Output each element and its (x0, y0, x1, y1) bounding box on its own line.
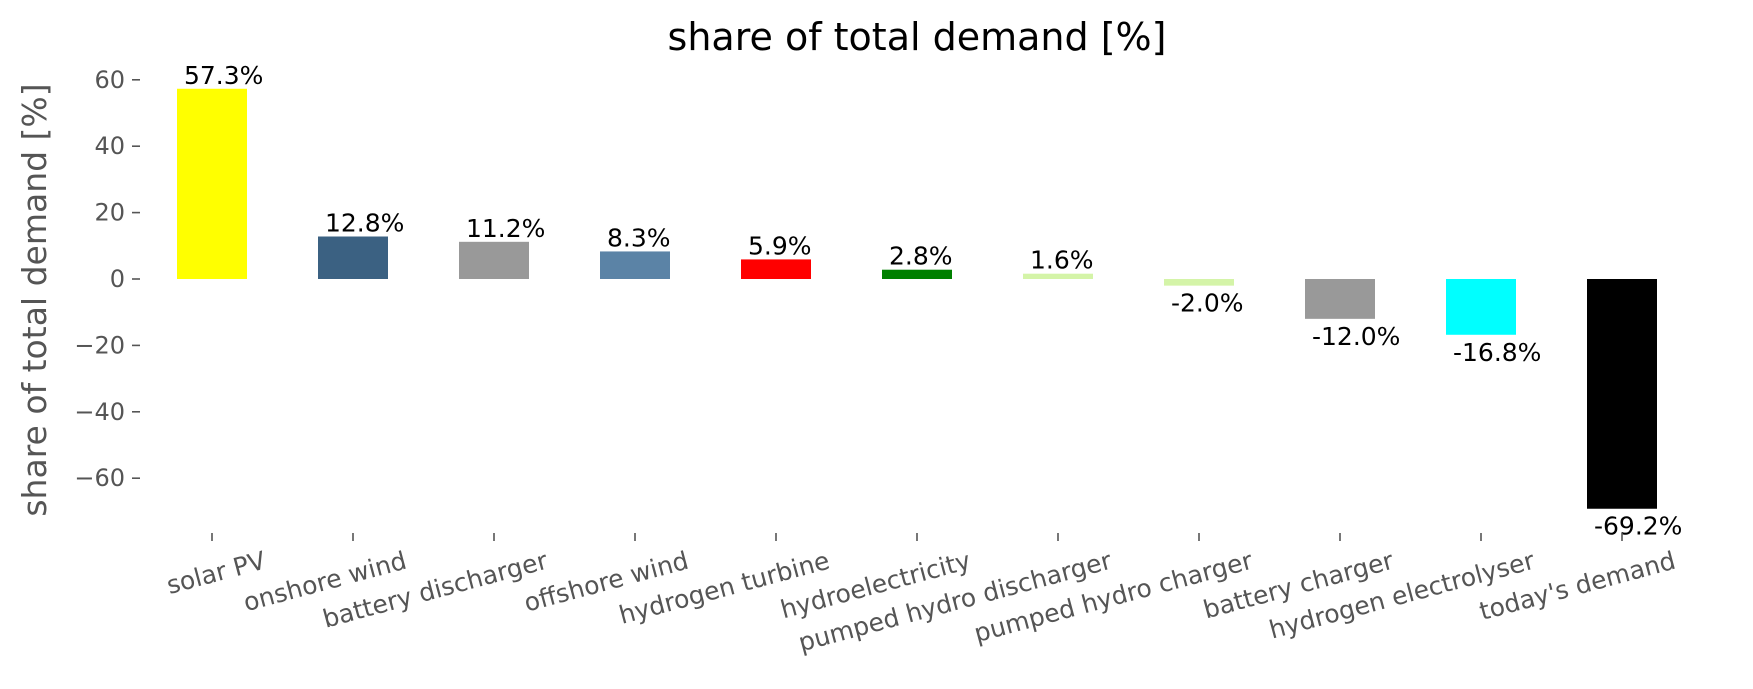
y-tick-label: −20 (74, 331, 125, 359)
bar-value-label: -16.8% (1453, 338, 1541, 367)
bar-value-label: 12.8% (325, 209, 404, 238)
bar-value-label: 2.8% (889, 242, 953, 271)
y-tick-label: −60 (74, 464, 125, 492)
bar (1164, 279, 1234, 286)
bar-value-label: -69.2% (1594, 512, 1682, 541)
bar-value-label: 5.9% (748, 231, 812, 260)
bar (177, 88, 247, 279)
y-tick-label: 20 (94, 199, 125, 227)
bar (318, 236, 388, 279)
y-tick-label: 0 (110, 265, 125, 293)
bar (1587, 279, 1657, 509)
bar (600, 251, 670, 279)
bar-value-label: 11.2% (466, 214, 545, 243)
bar (1023, 273, 1093, 279)
y-tick-label: 40 (94, 132, 125, 160)
data-labels: 57.3% 12.8% 11.2% 8.3% 5.9% 2.8% 1.6% -2.0% -12.… (184, 61, 1682, 541)
bar (459, 241, 529, 279)
y-tick-label: 60 (94, 66, 125, 94)
bar (741, 259, 811, 279)
chart-title: share of total demand [%] (668, 15, 1167, 59)
bar-value-label: 57.3% (184, 61, 263, 90)
y-axis-label: share of total demand [%] (15, 83, 54, 516)
y-tick-label: −40 (74, 398, 125, 426)
bar-value-label: -12.0% (1312, 322, 1400, 351)
bar (1305, 279, 1375, 319)
bar-value-label: 8.3% (607, 223, 671, 252)
bar-value-label: -2.0% (1171, 289, 1244, 318)
y-axis: 60 40 20 0 −20 −40 −60 (74, 66, 140, 492)
bar (882, 269, 952, 279)
bar-value-label: 1.6% (1030, 246, 1094, 275)
bars (177, 88, 1657, 509)
bar (1446, 279, 1516, 335)
